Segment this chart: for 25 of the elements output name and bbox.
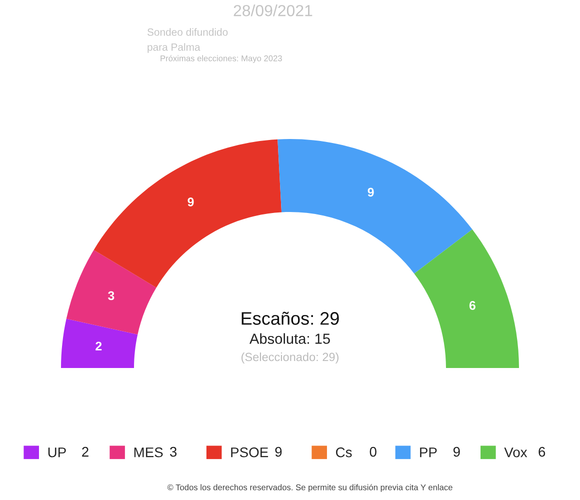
data-label: 2 — [96, 342, 102, 350]
data-label: 3 — [108, 291, 114, 300]
legend-label: PP — [420, 448, 437, 458]
legend-label: MES — [134, 447, 163, 458]
text: Próximas elecciones: Mayo 2023 — [160, 55, 282, 63]
text: para Palma — [148, 43, 200, 53]
legend-label: PSOE — [231, 447, 268, 458]
text: 0 — [370, 446, 376, 457]
legend-label: Vox — [504, 448, 528, 458]
text: 6 — [538, 446, 546, 457]
text: Escaños: 29 — [242, 312, 339, 325]
text: 2 — [82, 446, 88, 457]
text: (Seleccionado: 29) — [242, 352, 338, 364]
text: 9 — [453, 446, 460, 457]
data-label: 9 — [188, 198, 194, 206]
data-label: 9 — [368, 188, 374, 197]
legend-label: UP — [48, 448, 66, 458]
chart-subtitle: Sondeo difundido — [147, 28, 228, 36]
text: 9 — [275, 446, 282, 457]
data-label: 6 — [469, 301, 476, 310]
text: Absoluta: 15 — [249, 333, 330, 344]
chart-title: 28/09/2021 — [234, 4, 312, 16]
text: © Todos los derechos reservados. Se permite su difusión previa cita Y enlace — [167, 484, 452, 492]
legend-label: Cs — [336, 447, 352, 458]
text: 3 — [170, 446, 177, 457]
